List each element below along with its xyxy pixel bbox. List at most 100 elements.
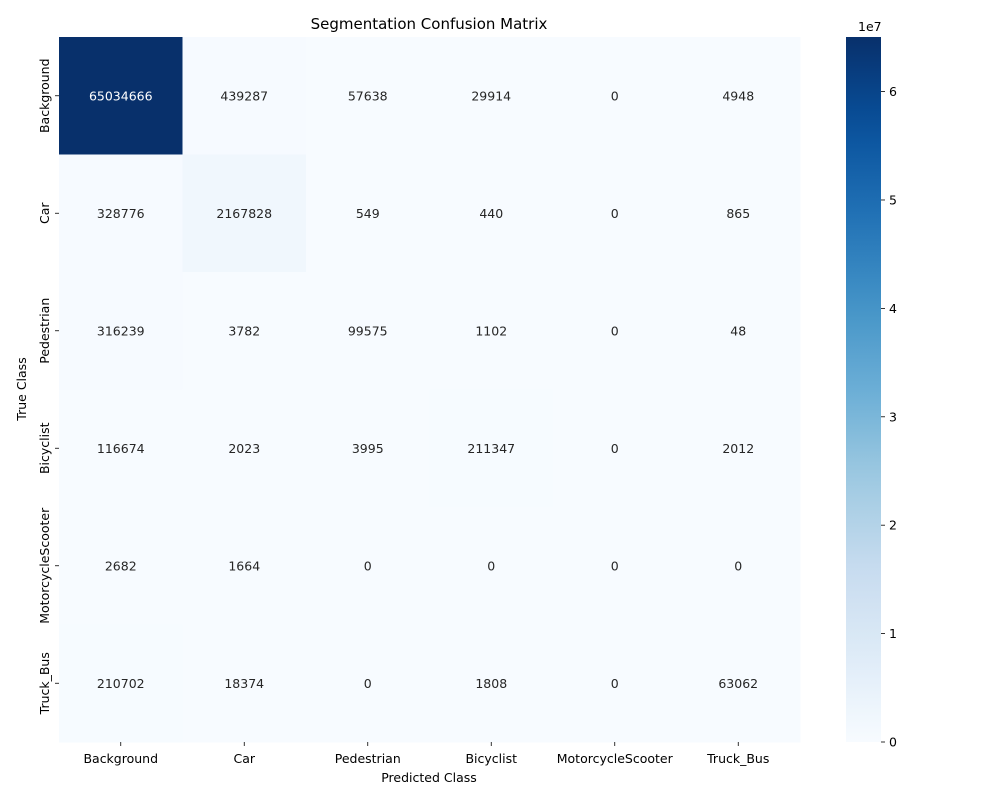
cell-value-label: 0 [611,88,619,103]
heatmap-cell [182,624,307,743]
cell-value-label: 0 [611,558,619,573]
cell-value-label: 549 [356,206,380,221]
cell-value-label: 99575 [348,323,388,338]
colorbar-tick-label: 1 [889,626,897,641]
heatmap-cells [59,37,801,743]
chart-title: Segmentation Confusion Matrix [311,15,548,33]
cell-value-label: 48 [730,323,746,338]
cell-value-label: 18374 [224,676,264,691]
colorbar-tick-label: 6 [889,84,897,99]
cell-value-label: 211347 [467,441,515,456]
x-axis-label: Predicted Class [381,770,477,785]
heatmap-cell [306,624,430,743]
cell-value-label: 2167828 [216,206,272,221]
cell-value-label: 0 [611,206,619,221]
heatmap-cell [429,154,554,273]
cell-value-label: 116674 [97,441,145,456]
cell-value-label: 3995 [352,441,384,456]
heatmap-cell [306,154,430,273]
colorbar-tick-label: 5 [889,192,897,207]
heatmap-cell [676,272,801,390]
cell-value-label: 0 [611,676,619,691]
heatmap-cell [553,507,677,625]
cell-value-label: 440 [479,206,503,221]
cell-value-label: 316239 [97,323,145,338]
heatmap-cell [676,389,801,508]
cell-value-label: 0 [611,323,619,338]
cell-value-label: 0 [364,676,372,691]
heatmap-cell [429,507,554,625]
heatmap-cell [306,389,430,508]
heatmap-cell [676,507,801,625]
heatmap-cell [59,154,183,273]
x-tick-label: Background [83,751,158,766]
cell-value-label: 0 [487,558,495,573]
cell-value-label: 29914 [471,88,511,103]
x-axis: Background Car Pedestrian Bicyclist Motorcyc… [83,742,769,766]
x-tick-label: MotorcycleScooter [557,751,674,766]
heatmap-cell [676,154,801,273]
heatmap-cell [59,272,183,390]
cell-value-label: 1664 [228,558,260,573]
heatmap-cell [553,37,677,155]
cell-value-label: 4948 [722,88,754,103]
heatmap-cell [429,624,554,743]
y-tick-label: MotorcycleScooter [37,507,52,624]
heatmap-cell [59,389,183,508]
heatmap-cell [182,389,307,508]
heatmap-cell [59,507,183,625]
y-tick-label: Bicyclist [37,422,52,474]
heatmap-cell [59,37,183,155]
y-axis: Background Car Pedestrian Bicyclist Motorcyc… [37,58,59,715]
colorbar-gradient [846,37,881,742]
cell-value-label: 57638 [348,88,388,103]
colorbar-exponent-label: 1e7 [858,19,882,34]
heatmap-cell [429,37,554,155]
heatmap-cell [182,154,307,273]
heatmap-cell [306,37,430,155]
cell-value-label: 65034666 [89,88,153,103]
heatmap-cell [676,37,801,155]
heatmap-cell [182,507,307,625]
cell-value-label: 63062 [718,676,758,691]
cell-value-label: 3782 [228,323,260,338]
heatmap-cell [306,507,430,625]
colorbar-tick-label: 0 [889,735,897,750]
heatmap-cell-labels: 65034666 439287 57638 29914 0 4948 328776 21678… [89,88,758,691]
cell-value-label: 865 [726,206,750,221]
cell-value-label: 0 [734,558,742,573]
cell-value-label: 1102 [475,323,507,338]
heatmap-cell [553,389,677,508]
x-tick-label: Pedestrian [335,751,401,766]
heatmap-cell [306,272,430,390]
heatmap-cell [429,389,554,508]
x-tick-label: Bicyclist [465,751,517,766]
y-tick-label: Background [37,58,52,133]
cell-value-label: 2023 [228,441,260,456]
colorbar-tick-label: 3 [889,409,897,424]
cell-value-label: 210702 [97,676,145,691]
heatmap-cell [59,624,183,743]
heatmap-cell [429,272,554,390]
heatmap-cell [553,624,677,743]
colorbar: 0 1 2 3 4 5 6 1e7 [846,19,897,750]
heatmap-cell [553,272,677,390]
y-tick-label: Truck_Bus [37,652,52,715]
heatmap-cell [182,272,307,390]
cell-value-label: 2012 [722,441,754,456]
cell-value-label: 2682 [105,558,137,573]
cell-value-label: 0 [364,558,372,573]
cell-value-label: 439287 [220,88,268,103]
y-axis-label: True Class [14,357,29,421]
cell-value-label: 0 [611,441,619,456]
x-tick-label: Car [233,751,255,766]
heatmap-cell [676,624,801,743]
y-tick-label: Pedestrian [37,298,52,364]
cell-value-label: 1808 [475,676,507,691]
heatmap-cell [553,154,677,273]
colorbar-tick-label: 2 [889,518,897,533]
cell-value-label: 328776 [97,206,145,221]
x-tick-label: Truck_Bus [706,751,769,766]
y-tick-label: Car [37,202,52,224]
